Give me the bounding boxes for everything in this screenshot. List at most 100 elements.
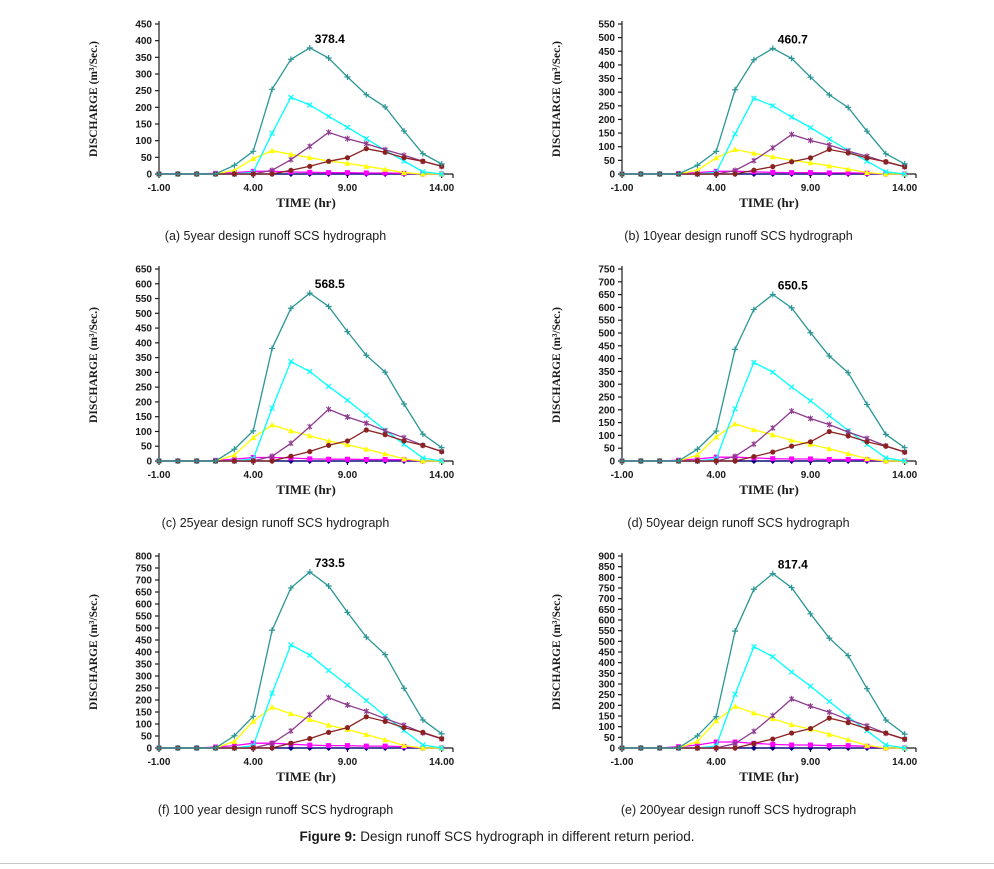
y-tick-label: 800 — [598, 573, 615, 584]
marker-square — [845, 170, 851, 176]
marker-triangle — [306, 716, 313, 722]
x-tick-label: -1.00 — [147, 470, 170, 481]
y-tick-label: 350 — [598, 669, 615, 680]
marker-triangle — [400, 455, 407, 462]
marker-triangle — [249, 434, 256, 441]
y-axis-title: DISCHARGE (m³/Sec.) — [88, 41, 100, 157]
marker-plus — [438, 444, 445, 451]
marker-triangle — [362, 731, 369, 737]
marker-triangle — [381, 166, 388, 172]
x-tick-label: 14.00 — [429, 183, 454, 194]
marker-square — [769, 169, 775, 175]
marker-plus — [381, 651, 388, 658]
marker-circle — [807, 439, 813, 445]
marker-circle — [344, 438, 350, 444]
y-tick-label: 700 — [598, 594, 615, 605]
x-tick-label: -1.00 — [610, 470, 633, 481]
y-tick-label: 50 — [140, 153, 152, 164]
marker-triangle — [287, 151, 294, 157]
marker-plus — [901, 160, 908, 167]
y-tick-label: 0 — [146, 457, 152, 468]
marker-plus — [769, 570, 776, 577]
marker-asterisk — [826, 421, 832, 428]
marker-plus — [193, 458, 200, 464]
marker-asterisk — [731, 453, 738, 460]
marker-plus — [675, 745, 682, 751]
marker-plus — [438, 161, 445, 167]
marker-square — [788, 456, 794, 462]
y-tick-label: 100 — [135, 427, 152, 438]
marker-plus — [325, 583, 332, 589]
marker-circle — [731, 171, 738, 177]
y-tick-label: 300 — [135, 672, 152, 683]
panel-caption-c: (c) 25year design runoff SCS hydrograph — [161, 516, 390, 530]
marker-x — [419, 742, 426, 748]
series-cyan-x — [618, 95, 908, 177]
peak-value-label: 650.5 — [777, 278, 807, 292]
marker-plus — [174, 745, 181, 751]
y-tick-label: 500 — [598, 637, 615, 648]
marker-x — [882, 455, 889, 461]
marker-plus — [618, 171, 625, 177]
marker-plus — [268, 86, 275, 93]
series-teal-plus — [155, 568, 445, 751]
marker-asterisk — [750, 441, 757, 448]
axes — [154, 266, 454, 465]
marker-triangle — [230, 738, 237, 744]
series-line-yellow-triangle — [158, 424, 442, 462]
marker-x — [268, 130, 275, 137]
series-line-magenta-square — [621, 741, 905, 749]
y-tick-label: 400 — [135, 648, 152, 659]
marker-triangle — [400, 169, 407, 176]
x-tick-label: 9.00 — [800, 757, 820, 768]
series-magenta-square — [619, 454, 907, 464]
y-tick-label: 250 — [135, 684, 152, 695]
x-tick-label: 4.00 — [706, 757, 726, 768]
marker-triangle — [750, 150, 757, 156]
y-tick-label: 350 — [598, 74, 615, 85]
marker-plus — [419, 150, 426, 157]
y-tick-label: 550 — [135, 294, 152, 305]
marker-triangle — [863, 742, 870, 748]
marker-square — [363, 170, 369, 176]
marker-circle — [769, 736, 775, 742]
panel-caption-b: (b) 10year design runoff SCS hydrograph — [624, 229, 853, 243]
marker-diamond — [750, 745, 757, 751]
marker-circle — [863, 725, 870, 732]
marker-circle — [438, 736, 444, 742]
marker-circle — [231, 458, 237, 464]
y-tick-label: 300 — [598, 380, 615, 391]
marker-plus — [844, 369, 851, 376]
marker-x — [344, 682, 350, 688]
series-line-yellow-triangle — [621, 423, 905, 462]
y-tick-label: 450 — [598, 648, 615, 659]
y-tick-label: 550 — [598, 626, 615, 637]
marker-x — [901, 745, 908, 751]
marker-circle — [694, 745, 700, 751]
marker-triangle — [769, 431, 776, 438]
marker-plus — [381, 369, 388, 376]
tick-labels: 0 50 100 150 200 250 300 350 400 450 500 550 600 650 -… — [135, 265, 454, 482]
marker-triangle — [693, 452, 700, 458]
y-tick-label: 600 — [135, 279, 152, 290]
panel-caption-f: (f) 100 year design runoff SCS hydrograp… — [157, 803, 394, 817]
marker-circle — [363, 146, 369, 152]
marker-triangle — [287, 427, 294, 434]
marker-asterisk — [325, 129, 331, 136]
peak-value-label: 460.7 — [777, 32, 807, 46]
marker-asterisk — [287, 440, 294, 447]
marker-circle — [882, 730, 888, 736]
series-magenta-square — [156, 454, 444, 464]
marker-triangle — [230, 167, 237, 173]
marker-triangle — [343, 160, 350, 166]
marker-plus — [193, 171, 200, 177]
marker-plus — [325, 55, 332, 61]
marker-asterisk — [750, 728, 757, 735]
marker-circle — [268, 171, 275, 177]
y-axis-title: DISCHARGE (m³/Sec.) — [551, 594, 563, 710]
y-tick-label: 400 — [598, 60, 615, 71]
y-tick-label: 600 — [598, 616, 615, 627]
marker-square — [382, 743, 388, 749]
marker-triangle — [306, 154, 313, 161]
y-tick-label: 0 — [146, 744, 152, 755]
